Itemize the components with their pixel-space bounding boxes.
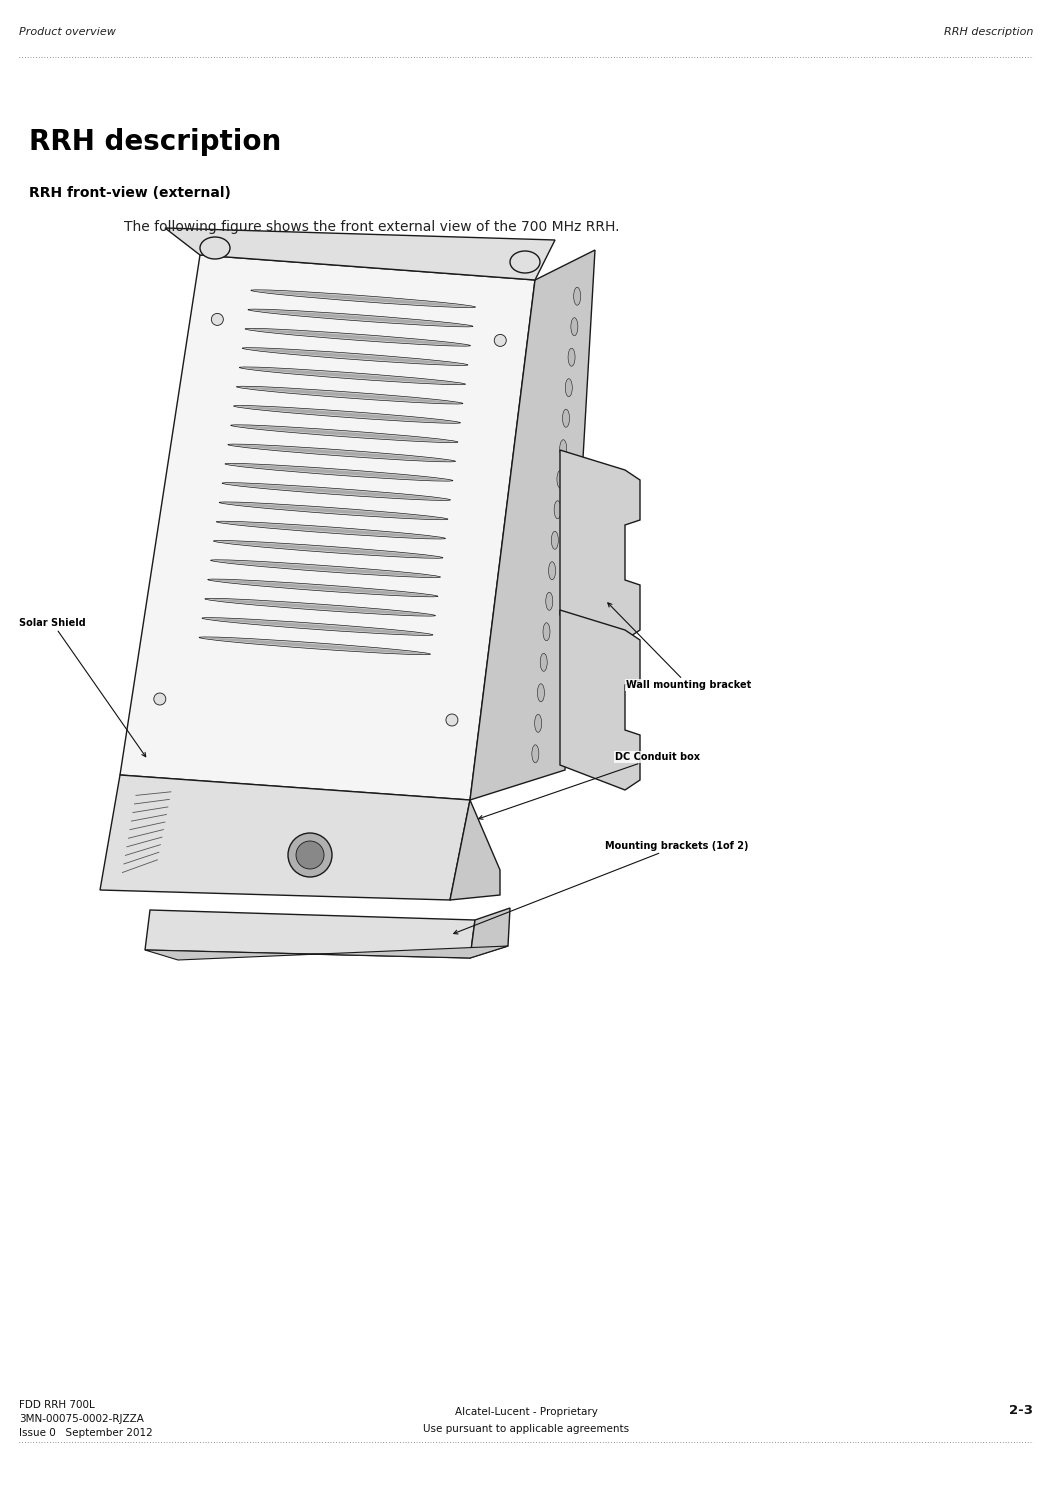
Ellipse shape	[200, 237, 230, 259]
Text: Alcatel-Lucent - Proprietary: Alcatel-Lucent - Proprietary	[454, 1408, 598, 1417]
Ellipse shape	[222, 483, 450, 501]
Text: FDD RRH 700L: FDD RRH 700L	[19, 1401, 95, 1411]
Polygon shape	[145, 946, 508, 960]
Ellipse shape	[538, 684, 545, 702]
Polygon shape	[470, 907, 510, 958]
Ellipse shape	[209, 618, 425, 635]
Polygon shape	[470, 250, 595, 800]
Circle shape	[494, 334, 506, 346]
Ellipse shape	[216, 580, 430, 596]
Ellipse shape	[568, 349, 575, 367]
Ellipse shape	[546, 592, 552, 611]
Ellipse shape	[228, 444, 456, 462]
Ellipse shape	[217, 522, 445, 539]
Ellipse shape	[551, 532, 559, 550]
Ellipse shape	[205, 599, 436, 617]
Ellipse shape	[236, 446, 448, 460]
Circle shape	[154, 693, 166, 705]
Ellipse shape	[207, 580, 438, 597]
Ellipse shape	[252, 329, 463, 346]
Ellipse shape	[250, 349, 461, 365]
Text: RRH description: RRH description	[29, 128, 282, 156]
Ellipse shape	[244, 387, 456, 404]
Ellipse shape	[230, 425, 458, 443]
Ellipse shape	[213, 599, 427, 615]
Ellipse shape	[221, 541, 436, 557]
Ellipse shape	[237, 386, 463, 404]
Ellipse shape	[202, 618, 433, 635]
Ellipse shape	[563, 410, 569, 428]
Ellipse shape	[560, 440, 567, 457]
Ellipse shape	[256, 310, 465, 326]
Ellipse shape	[230, 484, 443, 499]
Ellipse shape	[239, 367, 465, 384]
Text: Use pursuant to applicable agreements: Use pursuant to applicable agreements	[423, 1424, 629, 1435]
Text: RRH description: RRH description	[944, 27, 1033, 37]
Ellipse shape	[248, 308, 473, 326]
Ellipse shape	[207, 638, 423, 654]
Ellipse shape	[241, 407, 452, 422]
Text: 2-3: 2-3	[1009, 1404, 1033, 1417]
Ellipse shape	[225, 463, 453, 481]
Ellipse shape	[534, 714, 542, 732]
Ellipse shape	[242, 347, 468, 365]
Ellipse shape	[548, 562, 555, 580]
Ellipse shape	[554, 501, 561, 519]
Polygon shape	[145, 910, 476, 958]
Circle shape	[288, 833, 332, 878]
Ellipse shape	[232, 465, 445, 480]
Polygon shape	[450, 800, 500, 900]
Text: 3MN-00075-0002-RJZZA: 3MN-00075-0002-RJZZA	[19, 1414, 144, 1424]
Ellipse shape	[210, 560, 441, 578]
Circle shape	[296, 840, 324, 869]
Polygon shape	[560, 450, 640, 641]
Ellipse shape	[224, 522, 438, 538]
Text: Solar Shield: Solar Shield	[19, 618, 145, 757]
Polygon shape	[100, 775, 470, 900]
Polygon shape	[165, 228, 555, 280]
Text: Issue 0   September 2012: Issue 0 September 2012	[19, 1429, 153, 1438]
Ellipse shape	[247, 368, 458, 384]
Text: RRH front-view (external): RRH front-view (external)	[29, 186, 231, 200]
Ellipse shape	[227, 502, 440, 519]
Ellipse shape	[219, 560, 432, 577]
Ellipse shape	[565, 378, 572, 396]
Ellipse shape	[557, 471, 564, 489]
Polygon shape	[560, 609, 640, 790]
Ellipse shape	[573, 288, 581, 305]
Text: Mounting brackets (1of 2): Mounting brackets (1of 2)	[453, 842, 748, 934]
Ellipse shape	[214, 541, 443, 559]
Text: DC Conduit box: DC Conduit box	[479, 752, 701, 820]
Ellipse shape	[250, 291, 476, 307]
Ellipse shape	[234, 405, 461, 423]
Polygon shape	[120, 255, 535, 800]
Ellipse shape	[571, 317, 578, 335]
Text: Wall mounting bracket: Wall mounting bracket	[608, 603, 751, 690]
Ellipse shape	[541, 653, 547, 672]
Ellipse shape	[259, 291, 468, 307]
Ellipse shape	[543, 623, 550, 641]
Circle shape	[211, 313, 223, 325]
Circle shape	[446, 714, 458, 726]
Ellipse shape	[510, 250, 540, 273]
Text: Product overview: Product overview	[19, 27, 116, 37]
Text: The following figure shows the front external view of the 700 MHz RRH.: The following figure shows the front ext…	[124, 221, 620, 234]
Ellipse shape	[532, 745, 539, 763]
Ellipse shape	[239, 426, 450, 441]
Ellipse shape	[245, 328, 470, 346]
Ellipse shape	[199, 636, 430, 654]
Ellipse shape	[219, 502, 448, 520]
